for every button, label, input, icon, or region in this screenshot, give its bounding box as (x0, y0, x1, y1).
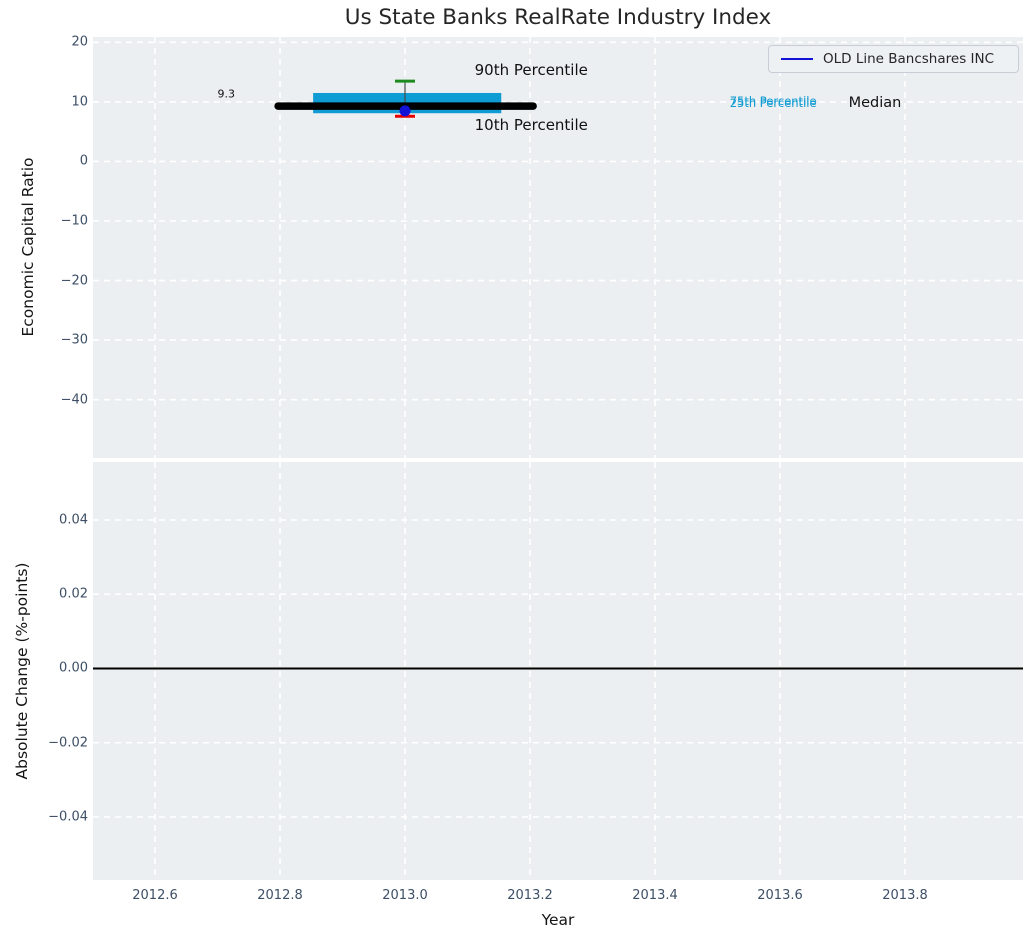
legend-label: OLD Line Bancshares INC (823, 51, 995, 67)
y-tick-label: −0.02 (48, 735, 88, 751)
y-tick-label: 20 (71, 34, 88, 50)
gridlines (93, 37, 1023, 458)
annotation-median: Median (848, 94, 902, 111)
x-tick-label: 2013.2 (507, 888, 553, 903)
bottom-panel (93, 462, 1023, 880)
x-tick-label: 2013.0 (382, 888, 428, 903)
legend-line-swatch (781, 58, 813, 60)
x-tick-label: 2012.8 (257, 888, 303, 903)
y-axis-label-bottom: Absolute Change (%-points) (13, 562, 31, 780)
y-tick-label: 10 (71, 94, 88, 110)
x-axis-label: Year (541, 911, 575, 929)
chart-title: Us State Banks RealRate Industry Index (344, 5, 772, 30)
y-tick-label: 0.04 (59, 512, 88, 528)
x-tick-label: 2013.4 (632, 888, 678, 903)
y-tick-label: 0.02 (59, 586, 88, 602)
y-tick-label: 0.00 (59, 660, 88, 676)
y-axis-label-top: Economic Capital Ratio (19, 157, 37, 337)
bottom-plot (93, 462, 1023, 880)
annotation-9-3: 9.3 (217, 87, 236, 101)
annotation-90th-percentile: 90th Percentile (474, 61, 588, 80)
top-panel (93, 37, 1023, 458)
annotation-10th-percentile: 10th Percentile (474, 115, 588, 134)
y-tick-label: −40 (60, 392, 88, 408)
top-plot (93, 37, 1023, 458)
annotation-75th-percentile: 75th Percentile (729, 94, 817, 108)
y-tick-label: −0.04 (48, 809, 88, 825)
x-tick-label: 2013.6 (757, 888, 803, 903)
y-tick-label: −10 (60, 213, 88, 229)
y-tick-label: −30 (60, 332, 88, 348)
x-tick-label: 2013.8 (882, 888, 928, 903)
x-tick-label: 2012.6 (132, 888, 178, 903)
company-dot[interactable] (399, 105, 411, 117)
y-tick-label: −20 (60, 273, 88, 289)
legend[interactable]: OLD Line Bancshares INC (768, 45, 1019, 73)
gridlines (93, 462, 1023, 880)
y-tick-label: 0 (79, 153, 88, 169)
annotation-25th-percentile: 25th Percentile (729, 96, 817, 111)
